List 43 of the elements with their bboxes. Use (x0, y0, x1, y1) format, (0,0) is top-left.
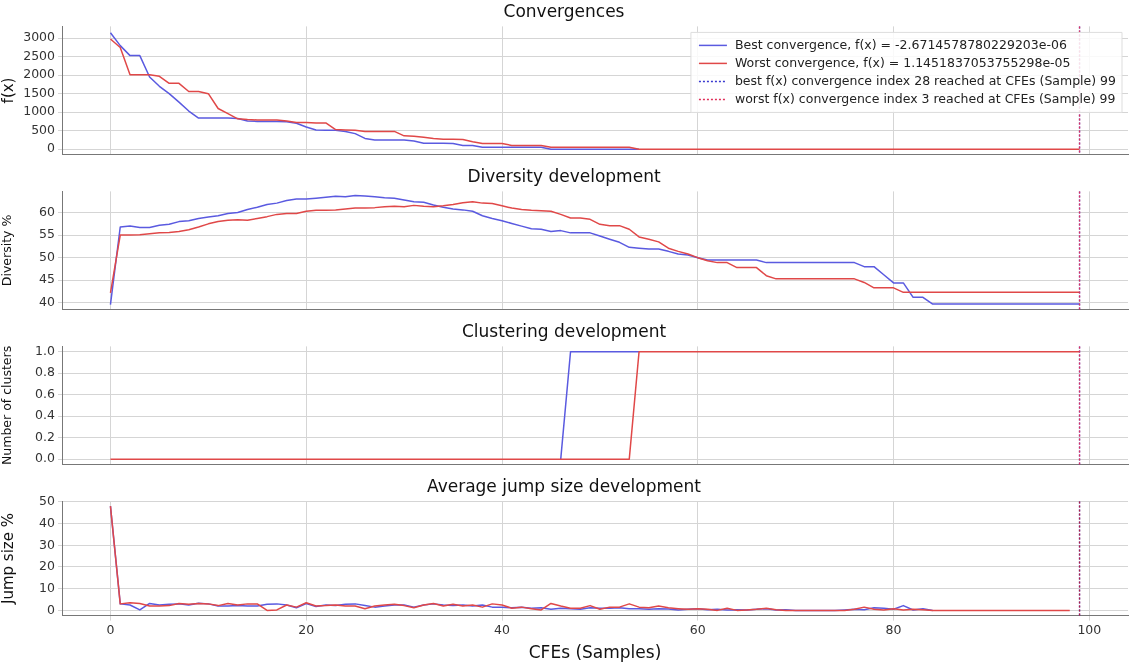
y-tick-label: 0 (47, 140, 56, 156)
y-tick-label: 2500 (23, 47, 56, 63)
chart-title: Clustering development (461, 320, 667, 341)
chart-title: Average jump size development (427, 475, 702, 496)
y-tick-label: 50 (39, 248, 56, 264)
y-tick-label: 40 (39, 293, 56, 309)
y-tick-label: 0.8 (35, 364, 56, 380)
x-tick-label: 100 (1077, 622, 1102, 638)
y-axis-title: f(x) (0, 77, 17, 104)
x-tick-label: 20 (298, 622, 315, 638)
legend-label: Worst convergence, f(x) = 1.1451837053755298e-05 (734, 54, 1071, 70)
y-tick-label: 0.4 (35, 407, 56, 423)
y-tick-label: 10 (39, 579, 56, 595)
chart-title: Convergences (503, 0, 625, 21)
x-tick-label: 80 (885, 622, 902, 638)
y-tick-label: 0.6 (35, 385, 56, 401)
x-axis-title: CFEs (Samples) (528, 642, 662, 663)
y-axis-title: Jump size % (0, 513, 17, 605)
y-tick-label: 1500 (23, 84, 56, 100)
y-tick-label: 55 (39, 226, 55, 242)
y-tick-label: 3000 (23, 29, 56, 45)
y-tick-label: 0.0 (35, 450, 56, 466)
legend-label: Best convergence, f(x) = -2.6714578780229203e-06 (734, 36, 1067, 52)
y-axis-title: Number of clusters (0, 345, 14, 466)
y-tick-label: 500 (31, 121, 56, 137)
chart-title: Diversity development (467, 165, 661, 186)
y-tick-label: 0.2 (35, 428, 55, 444)
y-axis-title: Diversity % (0, 214, 14, 287)
ref-line-label: best f(x) convergence index 28 reached at CFEs (Sample) 99 (734, 72, 1117, 88)
y-tick-label: 60 (39, 203, 56, 219)
y-tick-label: 1.0 (35, 343, 56, 359)
x-tick-label: 40 (494, 622, 511, 638)
y-tick-label: 40 (39, 514, 56, 530)
y-tick-label: 2000 (23, 66, 56, 82)
x-tick-label: 60 (689, 622, 706, 638)
y-tick-label: 50 (39, 493, 56, 509)
y-tick-label: 45 (39, 271, 55, 287)
y-tick-label: 0 (47, 601, 56, 617)
x-tick-label: 0 (106, 622, 115, 638)
y-tick-label: 1000 (23, 103, 56, 119)
y-tick-label: 30 (39, 536, 56, 552)
y-tick-label: 20 (39, 558, 56, 574)
ref-line-label: worst f(x) convergence index 3 reached at CFEs (Sample) 99 (734, 90, 1116, 106)
